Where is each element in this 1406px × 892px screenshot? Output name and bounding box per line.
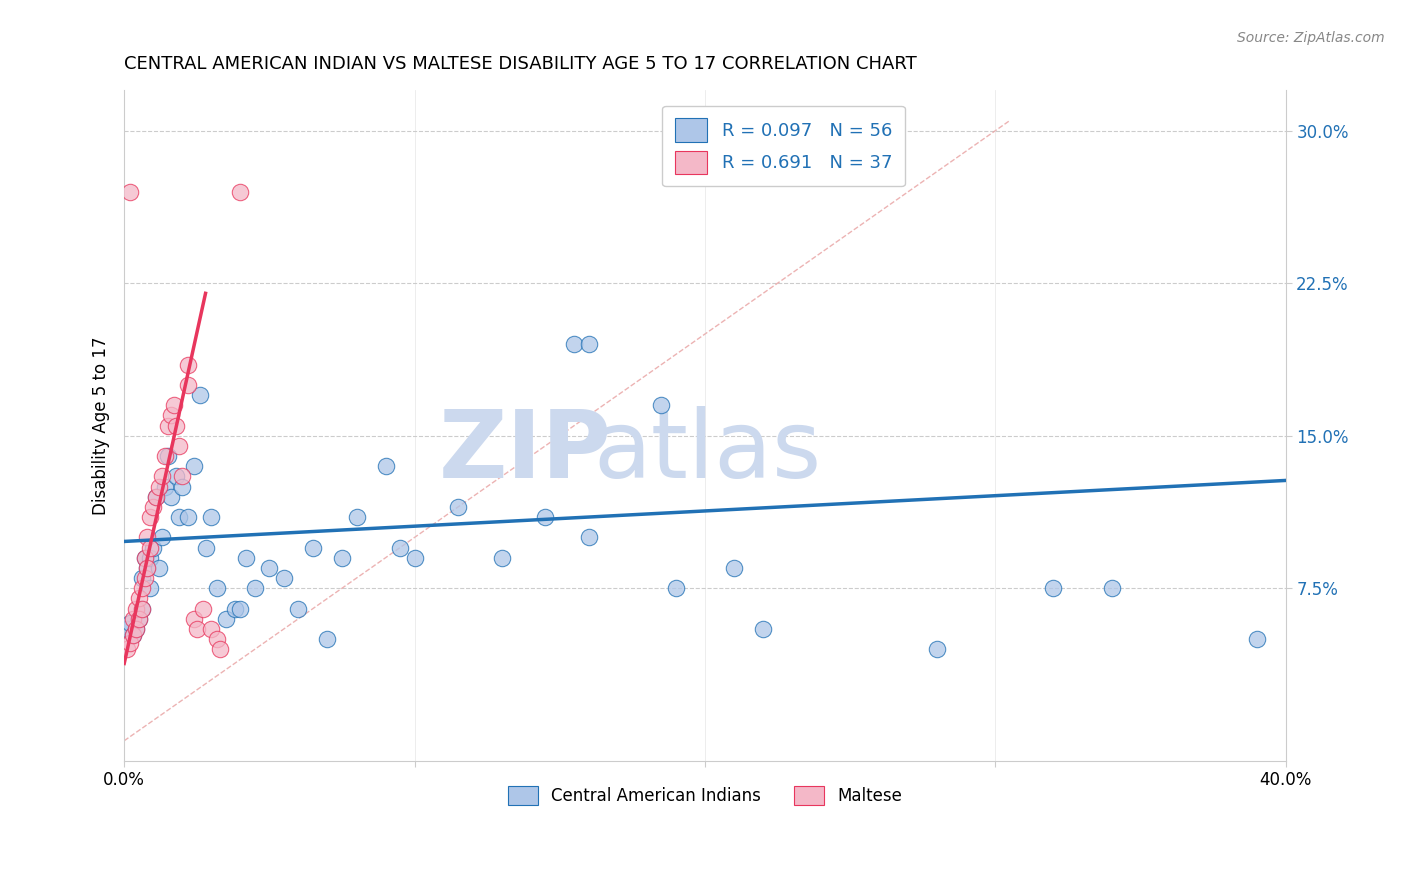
Point — [665, 581, 688, 595]
Point — [194, 541, 217, 555]
Point — [209, 642, 232, 657]
Point — [491, 550, 513, 565]
Point — [177, 510, 200, 524]
Point — [200, 510, 222, 524]
Point — [148, 561, 170, 575]
Point — [131, 601, 153, 615]
Text: atlas: atlas — [593, 407, 821, 499]
Point — [330, 550, 353, 565]
Point — [243, 581, 266, 595]
Point — [136, 561, 159, 575]
Text: ZIP: ZIP — [439, 407, 612, 499]
Point — [150, 530, 173, 544]
Point — [142, 500, 165, 514]
Point — [131, 571, 153, 585]
Point — [346, 510, 368, 524]
Point — [142, 541, 165, 555]
Point — [578, 337, 600, 351]
Legend: Central American Indians, Maltese: Central American Indians, Maltese — [499, 777, 911, 814]
Point — [177, 377, 200, 392]
Point — [131, 601, 153, 615]
Point — [134, 571, 156, 585]
Point — [723, 561, 745, 575]
Y-axis label: Disability Age 5 to 17: Disability Age 5 to 17 — [93, 336, 110, 515]
Point — [122, 628, 145, 642]
Point — [136, 561, 159, 575]
Point — [139, 550, 162, 565]
Point — [578, 530, 600, 544]
Point — [156, 449, 179, 463]
Point — [145, 490, 167, 504]
Point — [224, 601, 246, 615]
Point — [139, 510, 162, 524]
Point — [1246, 632, 1268, 646]
Point — [183, 612, 205, 626]
Point — [159, 409, 181, 423]
Point — [159, 490, 181, 504]
Point — [562, 337, 585, 351]
Point — [136, 530, 159, 544]
Point — [122, 612, 145, 626]
Point — [316, 632, 339, 646]
Point — [153, 449, 176, 463]
Point — [183, 459, 205, 474]
Point — [273, 571, 295, 585]
Point — [229, 185, 252, 199]
Point — [650, 398, 672, 412]
Point — [200, 622, 222, 636]
Point — [404, 550, 426, 565]
Point — [148, 479, 170, 493]
Point — [752, 622, 775, 636]
Point — [128, 612, 150, 626]
Point — [115, 622, 138, 636]
Point — [134, 550, 156, 565]
Point — [150, 469, 173, 483]
Point — [166, 469, 188, 483]
Point — [125, 622, 148, 636]
Point — [122, 628, 145, 642]
Point — [115, 642, 138, 657]
Point — [139, 581, 162, 595]
Text: CENTRAL AMERICAN INDIAN VS MALTESE DISABILITY AGE 5 TO 17 CORRELATION CHART: CENTRAL AMERICAN INDIAN VS MALTESE DISAB… — [124, 55, 917, 73]
Point — [374, 459, 396, 474]
Point — [1042, 581, 1064, 595]
Point — [169, 510, 191, 524]
Point — [145, 490, 167, 504]
Point — [162, 398, 184, 412]
Point — [302, 541, 325, 555]
Point — [447, 500, 470, 514]
Point — [118, 636, 141, 650]
Point — [139, 541, 162, 555]
Point — [229, 601, 252, 615]
Point — [389, 541, 412, 555]
Point — [125, 601, 148, 615]
Point — [215, 612, 238, 626]
Point — [118, 615, 141, 630]
Point — [128, 591, 150, 606]
Point — [172, 469, 194, 483]
Point — [156, 418, 179, 433]
Point — [188, 388, 211, 402]
Point — [191, 601, 214, 615]
Point — [1101, 581, 1123, 595]
Point — [259, 561, 281, 575]
Point — [125, 622, 148, 636]
Point — [235, 550, 257, 565]
Point — [128, 612, 150, 626]
Point — [118, 185, 141, 199]
Point — [177, 358, 200, 372]
Text: Source: ZipAtlas.com: Source: ZipAtlas.com — [1237, 31, 1385, 45]
Point — [205, 581, 228, 595]
Point — [186, 622, 208, 636]
Point — [205, 632, 228, 646]
Point — [287, 601, 309, 615]
Point — [134, 550, 156, 565]
Point — [131, 581, 153, 595]
Point — [169, 439, 191, 453]
Point — [927, 642, 949, 657]
Point — [166, 418, 188, 433]
Point — [534, 510, 557, 524]
Point — [153, 479, 176, 493]
Point — [172, 479, 194, 493]
